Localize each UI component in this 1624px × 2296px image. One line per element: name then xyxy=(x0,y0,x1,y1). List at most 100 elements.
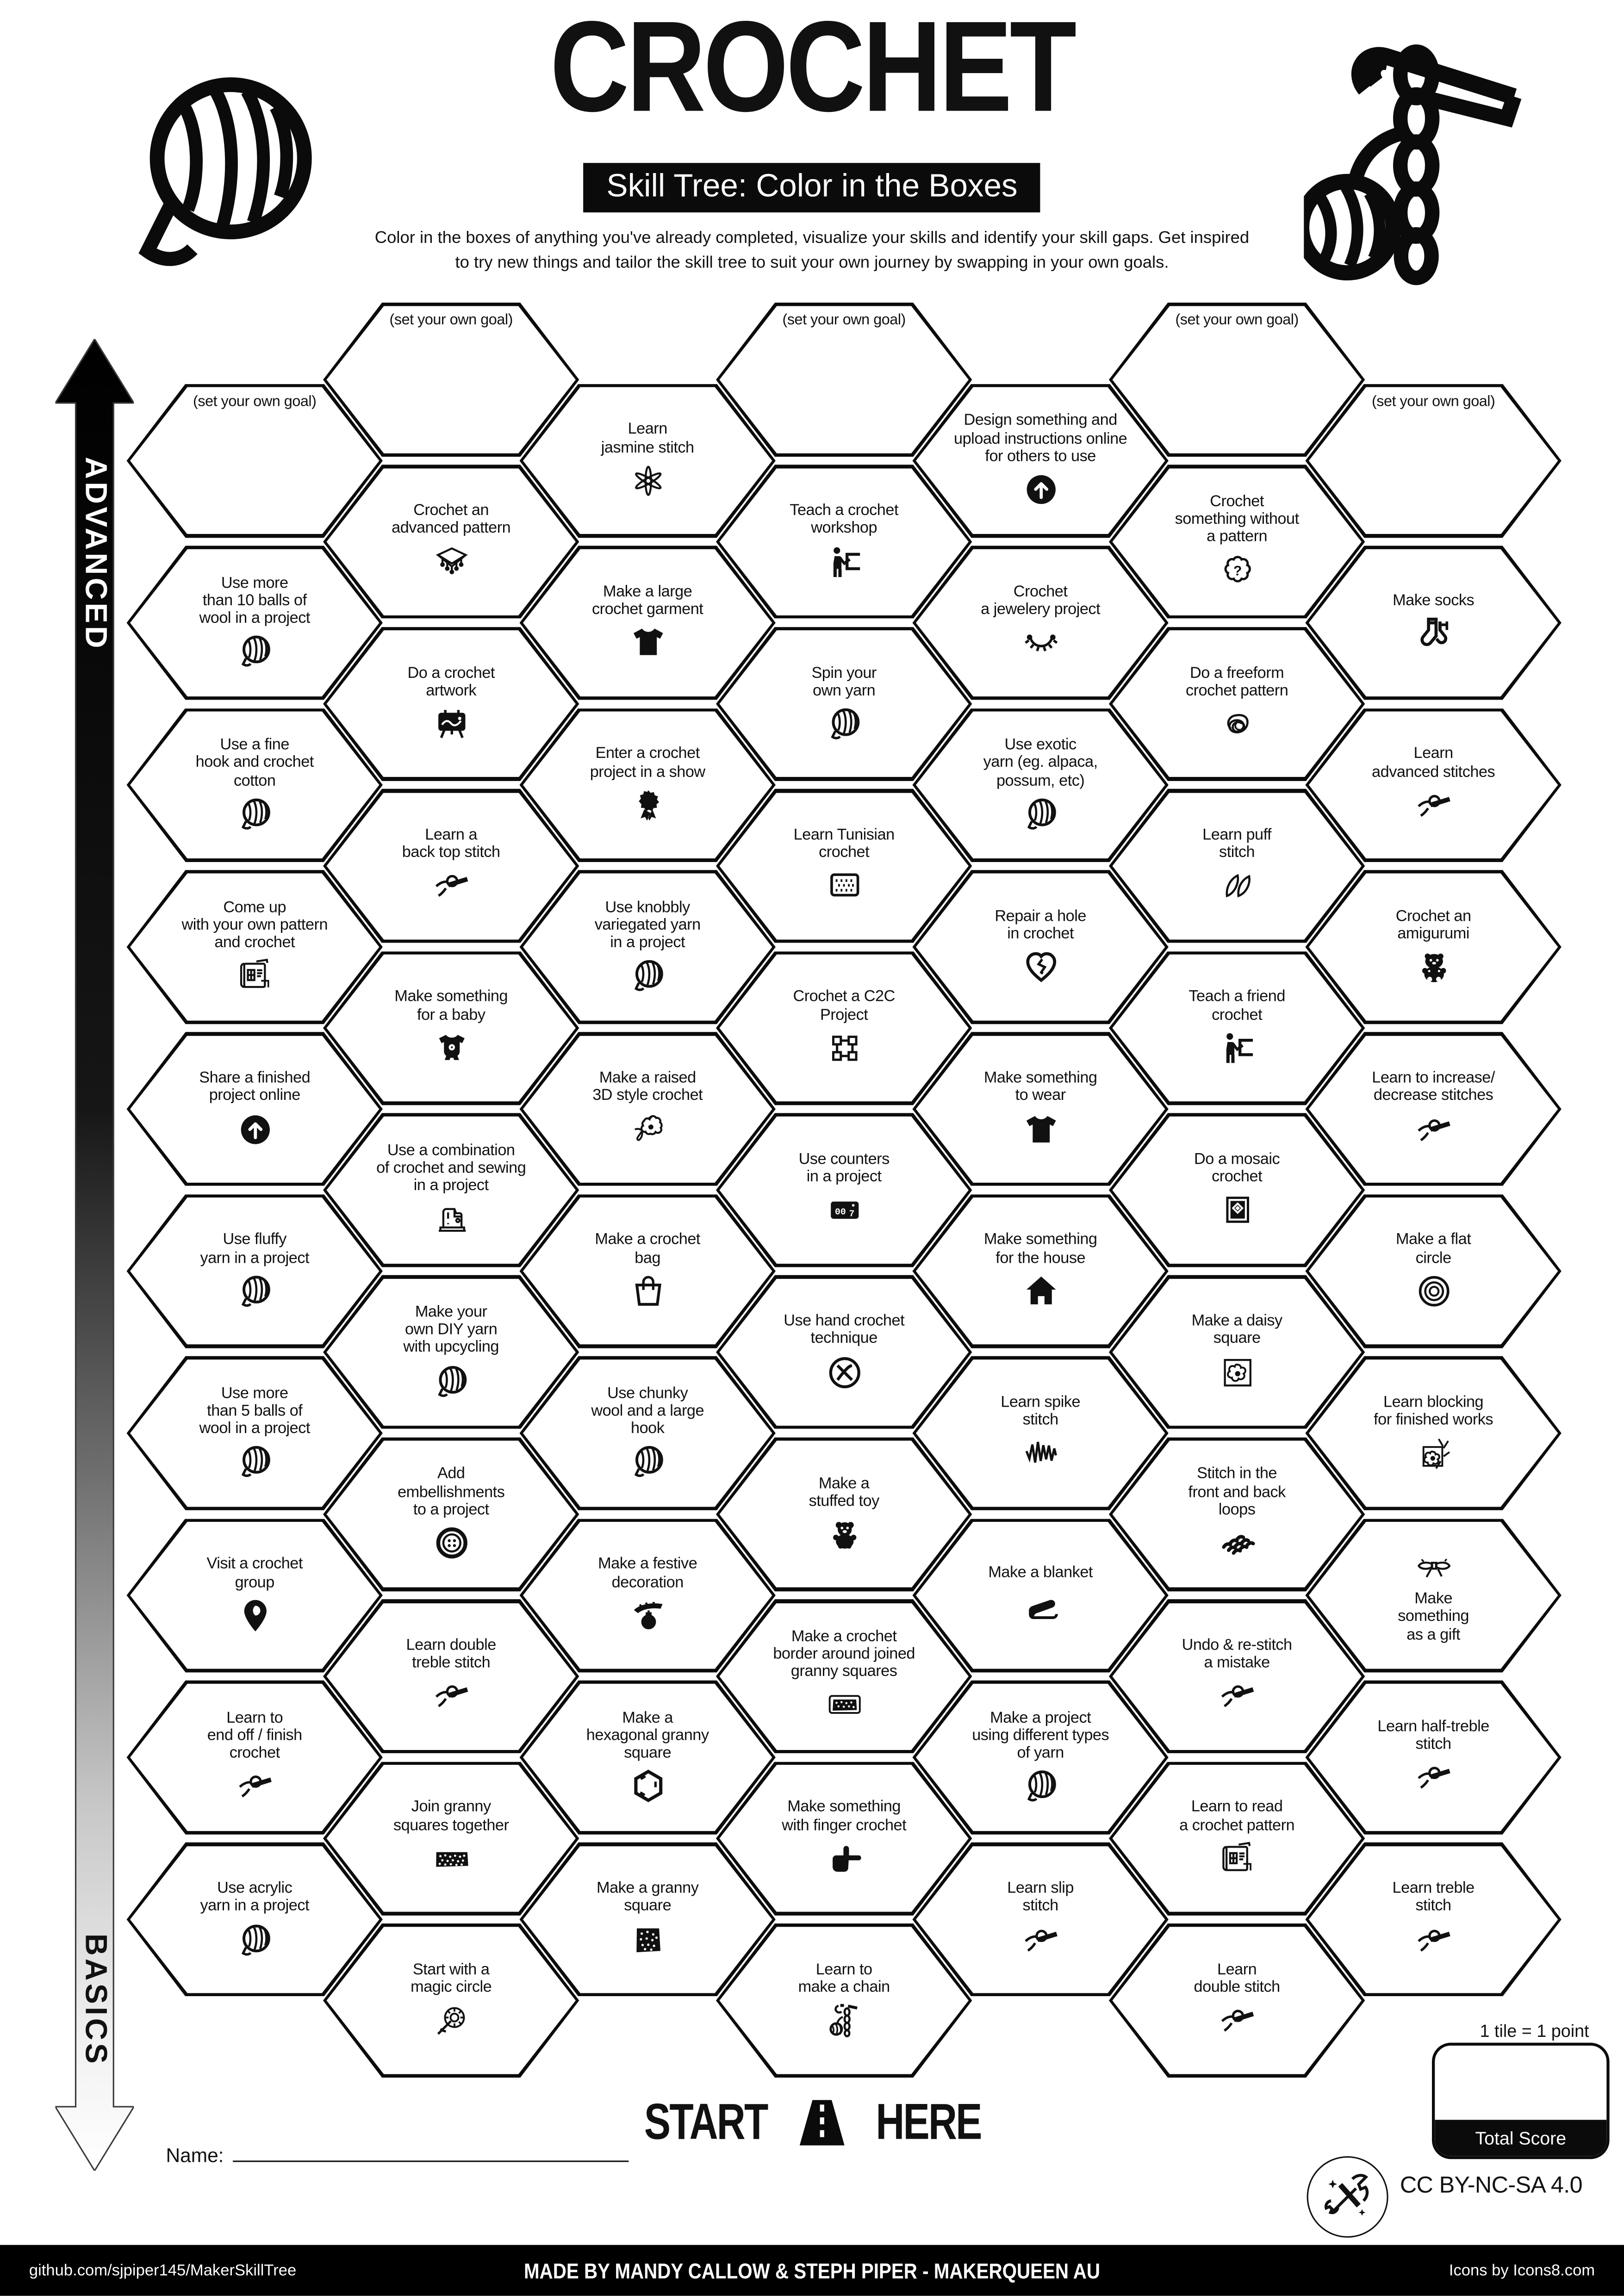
hex-fill xyxy=(915,1035,1165,1183)
goal-hex[interactable]: (set your own goal) xyxy=(716,303,972,457)
gift-bow-icon xyxy=(1414,1547,1453,1586)
skill-hex[interactable]: Make a large crochet garment xyxy=(519,546,776,700)
spike-zigzag-icon xyxy=(1021,1433,1060,1473)
skill-hex[interactable]: Undo & re-stitch a mistake xyxy=(1108,1599,1365,1754)
skill-hex[interactable]: Do a mosaic crochet xyxy=(1108,1113,1365,1267)
skill-hex[interactable]: Learn Tunisian crochet xyxy=(716,788,972,943)
skill-hex[interactable]: Join granny squares together xyxy=(323,1761,579,1916)
skill-hex[interactable]: Come up with your own pattern and croche… xyxy=(126,869,383,1024)
skill-hex[interactable]: Learn double treble stitch xyxy=(323,1599,579,1754)
chain-hook-icon xyxy=(824,2001,864,2040)
skill-hex[interactable]: Make a blanket xyxy=(912,1518,1169,1673)
skill-hex[interactable]: Use chunky wool and a large hook xyxy=(519,1356,776,1511)
hex-fill xyxy=(326,954,576,1102)
goal-hex[interactable]: (set your own goal) xyxy=(1305,384,1562,538)
skill-hex[interactable]: Use more than 5 balls of wool in a proje… xyxy=(126,1356,383,1511)
hex-fill xyxy=(1112,1116,1362,1264)
skill-hex[interactable]: Share a finished project online xyxy=(126,1032,383,1186)
skill-hex[interactable]: Use fluffy yarn in a project xyxy=(126,1194,383,1348)
skill-hex[interactable]: Make a raised 3D style crochet xyxy=(519,1032,776,1186)
skill-hex[interactable]: Use knobbly variegated yarn in a project xyxy=(519,869,776,1024)
skill-hex[interactable]: Use acrylic yarn in a project xyxy=(126,1842,383,1997)
skill-label: Stitch in the front and back loops xyxy=(1188,1465,1286,1519)
skill-hex[interactable]: Use a fine hook and crochet cotton xyxy=(126,707,383,862)
skill-hex[interactable]: Learn jasmine stitch xyxy=(519,384,776,538)
hex-fill xyxy=(1112,468,1362,616)
skill-hex[interactable]: Learn puff stitch xyxy=(1108,788,1365,943)
total-score-box[interactable]: Total Score xyxy=(1431,2042,1610,2159)
skill-hex[interactable]: Teach a crochet workshop xyxy=(716,465,972,619)
skill-hex[interactable]: Stitch in the front and back loops xyxy=(1108,1437,1365,1592)
skill-hex[interactable]: Visit a crochet group xyxy=(126,1518,383,1673)
stitch-hook-icon xyxy=(1217,1676,1257,1716)
skill-hex[interactable]: Learn treble stitch xyxy=(1305,1842,1562,1997)
goal-hex[interactable]: (set your own goal) xyxy=(126,384,383,538)
skill-hex[interactable]: Crochet a C2C Project xyxy=(716,951,972,1105)
button-icon xyxy=(431,1523,471,1563)
skill-hex[interactable]: Learn a back top stitch xyxy=(323,788,579,943)
skill-hex[interactable]: Design something and upload instructions… xyxy=(912,384,1169,538)
skill-hex[interactable]: Use hand crochet technique xyxy=(716,1275,972,1429)
skill-label: Use more than 10 balls of wool in a proj… xyxy=(199,574,311,627)
goal-hex[interactable]: (set your own goal) xyxy=(1108,303,1365,457)
skill-hex[interactable]: Use more than 10 balls of wool in a proj… xyxy=(126,546,383,700)
skill-label: Use a combination of crochet and sewing … xyxy=(376,1142,526,1195)
blocking-pins-icon xyxy=(1414,1433,1453,1473)
goal-hex[interactable]: (set your own goal) xyxy=(323,303,579,457)
hex-fill xyxy=(1308,873,1558,1021)
skill-hex[interactable]: Repair a hole in crochet xyxy=(912,869,1169,1024)
skill-hex[interactable]: Crochet an advanced pattern xyxy=(323,465,579,619)
skill-hex[interactable]: Make a daisy square xyxy=(1108,1275,1365,1429)
hex-fill xyxy=(523,873,772,1021)
upload-icon xyxy=(235,1110,274,1149)
skill-hex[interactable]: Make a stuffed toy xyxy=(716,1437,972,1592)
skill-hex[interactable]: Spin your own yarn xyxy=(716,627,972,781)
skill-hex[interactable]: Make something with finger crochet xyxy=(716,1761,972,1916)
skill-hex[interactable]: Learn half-treble stitch xyxy=(1305,1680,1562,1835)
skill-hex[interactable]: Learn to end off / finish crochet xyxy=(126,1680,383,1835)
skill-hex[interactable]: Start with a magic circle xyxy=(323,1923,579,2078)
skill-hex[interactable]: Make something as a gift xyxy=(1305,1518,1562,1673)
skill-label: Undo & re-stitch a mistake xyxy=(1182,1637,1292,1672)
skill-hex[interactable]: Learn to read a crochet pattern xyxy=(1108,1761,1365,1916)
skill-hex[interactable]: Learn spike stitch xyxy=(912,1356,1169,1511)
skill-hex[interactable]: Learn blocking for finished works xyxy=(1305,1356,1562,1511)
name-input-line[interactable] xyxy=(232,2159,628,2162)
hex-fill xyxy=(1112,630,1362,778)
skill-hex[interactable]: Make your own DIY yarn with upcycling xyxy=(323,1275,579,1429)
skill-hex[interactable]: Make a crochet bag xyxy=(519,1194,776,1348)
skill-hex[interactable]: Do a freeform crochet pattern xyxy=(1108,627,1365,781)
skill-hex[interactable]: Do a crochet artwork xyxy=(323,627,579,781)
skill-hex[interactable]: Make socks xyxy=(1305,546,1562,700)
skill-hex[interactable]: Make a project using different types of … xyxy=(912,1680,1169,1835)
skill-hex[interactable]: Make a crochet border around joined gran… xyxy=(716,1599,972,1754)
skill-hex[interactable]: Use a combination of crochet and sewing … xyxy=(323,1113,579,1267)
skill-hex[interactable]: Learn to increase/ decrease stitches xyxy=(1305,1032,1562,1186)
skill-hex[interactable]: Crochet an amigurumi xyxy=(1305,869,1562,1024)
skill-hex[interactable]: Enter a crochet project in a show xyxy=(519,707,776,862)
skill-hex[interactable]: Make a granny square xyxy=(519,1842,776,1997)
skill-hex[interactable]: Make something to wear xyxy=(912,1032,1169,1186)
skill-hex[interactable]: Make a flat circle xyxy=(1305,1194,1562,1348)
skill-hex[interactable]: Learn double stitch xyxy=(1108,1923,1365,2078)
skill-hex[interactable]: Make a festive decoration xyxy=(519,1518,776,1673)
skill-label: Crochet a C2C Project xyxy=(793,988,895,1024)
skill-hex[interactable]: Make a hexagonal granny square xyxy=(519,1680,776,1835)
skill-hex[interactable]: Learn to make a chain xyxy=(716,1923,972,2078)
skill-hex[interactable]: Use counters in a project 00 7 xyxy=(716,1113,972,1267)
skill-hex[interactable]: Learn advanced stitches xyxy=(1305,707,1562,862)
yarn-ball-icon xyxy=(431,1361,471,1401)
skill-label: Make a large crochet garment xyxy=(591,583,703,619)
skill-hex[interactable]: Use exotic yarn (eg. alpaca, possum, etc… xyxy=(912,707,1169,862)
skill-hex[interactable]: Learn slip stitch xyxy=(912,1842,1169,1997)
skill-hex[interactable]: Make something for the house xyxy=(912,1194,1169,1348)
skill-hex[interactable]: Add embellishments to a project xyxy=(323,1437,579,1592)
skill-hex[interactable]: Make something for a baby xyxy=(323,951,579,1105)
skill-label: Use acrylic yarn in a project xyxy=(200,1880,310,1915)
skill-hex[interactable]: Crochet something without a pattern? xyxy=(1108,465,1365,619)
shawl-icon xyxy=(431,542,471,582)
skill-hex[interactable]: Teach a friend crochet xyxy=(1108,951,1365,1105)
skill-hex[interactable]: Crochet a jewelery project xyxy=(912,546,1169,700)
granny-border-icon xyxy=(824,1686,864,1725)
